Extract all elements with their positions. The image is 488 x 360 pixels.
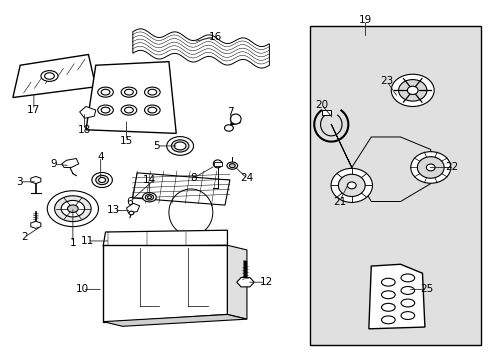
Polygon shape bbox=[321, 110, 330, 116]
Text: 8: 8 bbox=[190, 173, 196, 183]
Text: 15: 15 bbox=[120, 136, 133, 145]
Ellipse shape bbox=[166, 136, 193, 155]
Text: 24: 24 bbox=[240, 173, 253, 183]
Text: 25: 25 bbox=[420, 284, 433, 294]
Polygon shape bbox=[236, 278, 254, 287]
Ellipse shape bbox=[426, 164, 434, 171]
Ellipse shape bbox=[398, 80, 426, 101]
Ellipse shape bbox=[142, 193, 156, 202]
Text: 2: 2 bbox=[21, 232, 27, 242]
Ellipse shape bbox=[338, 174, 365, 197]
Ellipse shape bbox=[330, 168, 372, 202]
Ellipse shape bbox=[41, 71, 58, 81]
Ellipse shape bbox=[47, 191, 98, 226]
Text: 7: 7 bbox=[227, 107, 234, 117]
Ellipse shape bbox=[224, 125, 233, 131]
Ellipse shape bbox=[144, 87, 160, 97]
Text: 12: 12 bbox=[259, 277, 272, 287]
Ellipse shape bbox=[400, 274, 414, 282]
Text: 20: 20 bbox=[314, 100, 327, 110]
Ellipse shape bbox=[381, 278, 394, 286]
Ellipse shape bbox=[229, 164, 235, 168]
Polygon shape bbox=[80, 107, 96, 118]
Text: 4: 4 bbox=[97, 152, 104, 162]
Polygon shape bbox=[31, 221, 41, 228]
Ellipse shape bbox=[121, 105, 137, 115]
Text: 1: 1 bbox=[69, 238, 76, 248]
Polygon shape bbox=[31, 176, 41, 184]
Polygon shape bbox=[13, 54, 96, 98]
Text: 22: 22 bbox=[444, 162, 457, 172]
Ellipse shape bbox=[124, 107, 133, 113]
Ellipse shape bbox=[148, 89, 157, 95]
Text: 21: 21 bbox=[332, 197, 346, 207]
Ellipse shape bbox=[145, 194, 153, 200]
Ellipse shape bbox=[174, 142, 185, 150]
Polygon shape bbox=[368, 264, 424, 329]
Ellipse shape bbox=[400, 312, 414, 319]
Ellipse shape bbox=[171, 140, 188, 152]
Polygon shape bbox=[103, 315, 246, 326]
Ellipse shape bbox=[147, 196, 151, 199]
Ellipse shape bbox=[381, 316, 394, 324]
Ellipse shape bbox=[230, 114, 241, 124]
Polygon shape bbox=[103, 230, 227, 246]
Ellipse shape bbox=[148, 107, 157, 113]
Text: 13: 13 bbox=[107, 206, 120, 216]
Ellipse shape bbox=[98, 105, 113, 115]
Polygon shape bbox=[86, 62, 176, 134]
Text: 17: 17 bbox=[27, 105, 41, 115]
Bar bbox=[213, 162, 221, 166]
Ellipse shape bbox=[407, 86, 417, 94]
Text: 23: 23 bbox=[380, 76, 393, 86]
Polygon shape bbox=[103, 245, 227, 321]
Ellipse shape bbox=[44, 73, 54, 79]
Text: 14: 14 bbox=[142, 175, 156, 185]
Ellipse shape bbox=[61, 201, 84, 217]
Ellipse shape bbox=[101, 89, 110, 95]
Polygon shape bbox=[126, 203, 140, 213]
Ellipse shape bbox=[129, 211, 134, 215]
Ellipse shape bbox=[213, 160, 222, 168]
Ellipse shape bbox=[346, 182, 355, 189]
Text: 19: 19 bbox=[358, 15, 371, 26]
Ellipse shape bbox=[121, 87, 137, 97]
Ellipse shape bbox=[67, 205, 78, 212]
Text: 9: 9 bbox=[50, 159, 57, 169]
Ellipse shape bbox=[144, 105, 160, 115]
Text: 5: 5 bbox=[153, 141, 160, 151]
Text: 3: 3 bbox=[16, 177, 22, 187]
Ellipse shape bbox=[99, 177, 105, 183]
Ellipse shape bbox=[400, 287, 414, 294]
Ellipse shape bbox=[390, 74, 433, 107]
Ellipse shape bbox=[92, 172, 112, 188]
Text: 6: 6 bbox=[126, 197, 133, 207]
Ellipse shape bbox=[55, 196, 91, 222]
Text: 10: 10 bbox=[76, 284, 89, 294]
Bar bbox=[310, 26, 480, 345]
Polygon shape bbox=[227, 245, 246, 319]
Ellipse shape bbox=[381, 291, 394, 299]
Ellipse shape bbox=[124, 89, 133, 95]
Ellipse shape bbox=[98, 87, 113, 97]
Ellipse shape bbox=[400, 299, 414, 307]
Ellipse shape bbox=[381, 303, 394, 311]
Ellipse shape bbox=[226, 162, 237, 169]
Text: 11: 11 bbox=[81, 236, 94, 246]
Ellipse shape bbox=[96, 175, 108, 185]
Ellipse shape bbox=[416, 157, 443, 178]
Ellipse shape bbox=[101, 107, 110, 113]
Polygon shape bbox=[132, 173, 229, 205]
Text: 18: 18 bbox=[78, 125, 91, 135]
Polygon shape bbox=[61, 158, 79, 167]
Ellipse shape bbox=[410, 152, 450, 183]
Text: 16: 16 bbox=[208, 32, 222, 41]
